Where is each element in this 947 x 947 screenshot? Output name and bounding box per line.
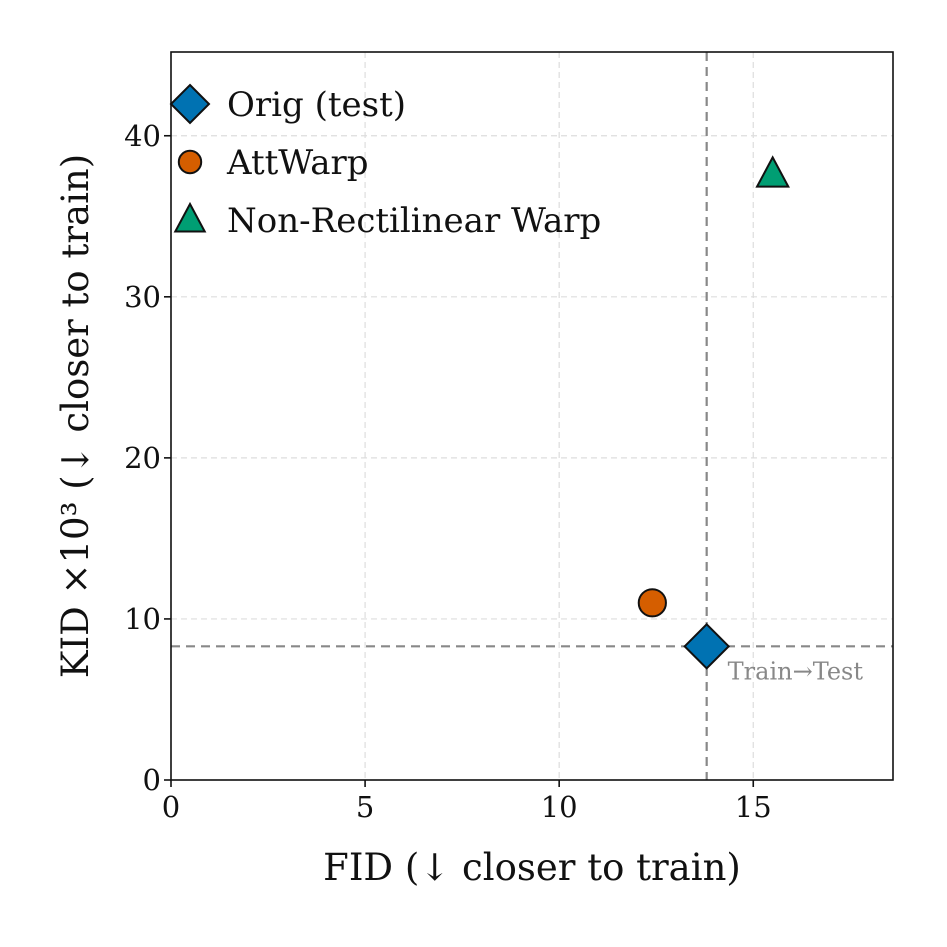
x-tick-label: 15 (735, 790, 772, 824)
x-tick-label: 0 (162, 790, 180, 824)
legend: Orig (test) AttWarp Non-Rectilinear Warp (169, 83, 601, 241)
y-tick-label: 10 (124, 602, 161, 636)
y-tick-label: 0 (143, 763, 161, 797)
x-axis-title: FID (↓ closer to train) (323, 846, 741, 889)
legend-label: Non-Rectilinear Warp (227, 201, 601, 241)
legend-marker-diamond (169, 83, 211, 125)
y-tick-label: 20 (124, 441, 161, 475)
y-axis-title: KID ×10³ (↓ closer to train) (54, 154, 97, 678)
y-tick-label: 40 (124, 119, 161, 153)
data-points (637, 155, 790, 670)
legend-marker-triangle (173, 201, 207, 233)
reference-label: Train→Test (728, 657, 864, 685)
axis-ticks: 0 5 10 15 0 10 20 30 40 (124, 119, 772, 824)
data-point-diamond (683, 622, 731, 670)
y-tick-label: 30 (124, 280, 161, 314)
data-point-circle (637, 588, 667, 618)
data-point-triangle (755, 155, 790, 188)
plot-frame (170, 51, 894, 781)
legend-label: AttWarp (226, 143, 369, 183)
x-tick-label: 10 (541, 790, 578, 824)
legend-label: Orig (test) (227, 85, 406, 125)
legend-marker-circle (177, 149, 203, 175)
x-tick-label: 5 (356, 790, 374, 824)
